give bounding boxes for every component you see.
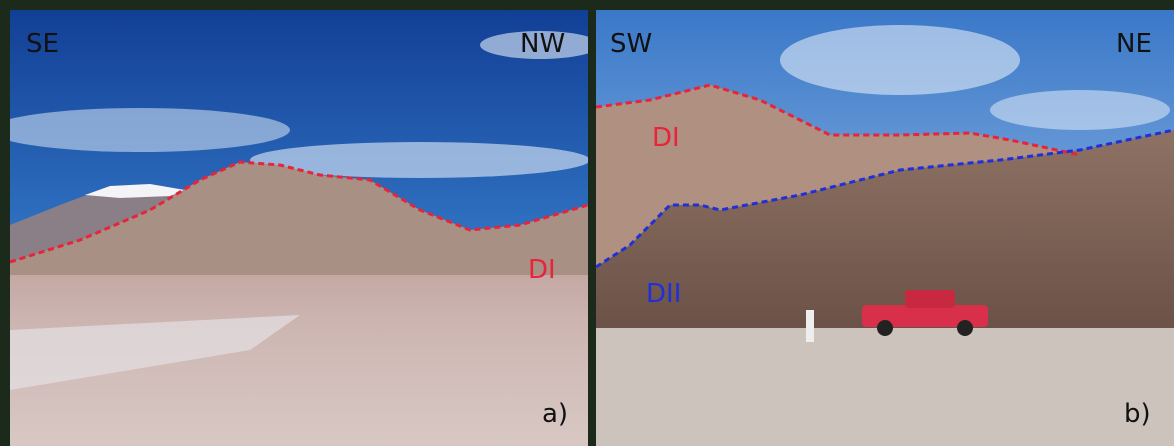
unit-label: DII	[646, 279, 681, 309]
ground	[596, 328, 1174, 446]
panel-b: SW NE DI DII b)	[596, 10, 1174, 446]
page: SE NW DI a) SW NE DI DII b) (() => { con…	[0, 0, 1174, 446]
cloud	[780, 25, 1020, 95]
cloud	[0, 108, 290, 152]
person	[806, 310, 814, 342]
direction-label: NE	[1116, 29, 1152, 59]
unit-label: DI	[528, 255, 556, 285]
panel-tag: b)	[1124, 399, 1151, 429]
unit-label: DI	[652, 123, 680, 153]
panel-tag: a)	[542, 399, 568, 429]
direction-label: NW	[520, 29, 565, 59]
figure: SE NW DI a) SW NE DI DII b)	[0, 0, 1174, 446]
direction-label: SE	[26, 29, 59, 59]
direction-label: SW	[610, 29, 652, 59]
cloud	[990, 90, 1170, 130]
panel-a: SE NW DI a)	[0, 10, 600, 446]
